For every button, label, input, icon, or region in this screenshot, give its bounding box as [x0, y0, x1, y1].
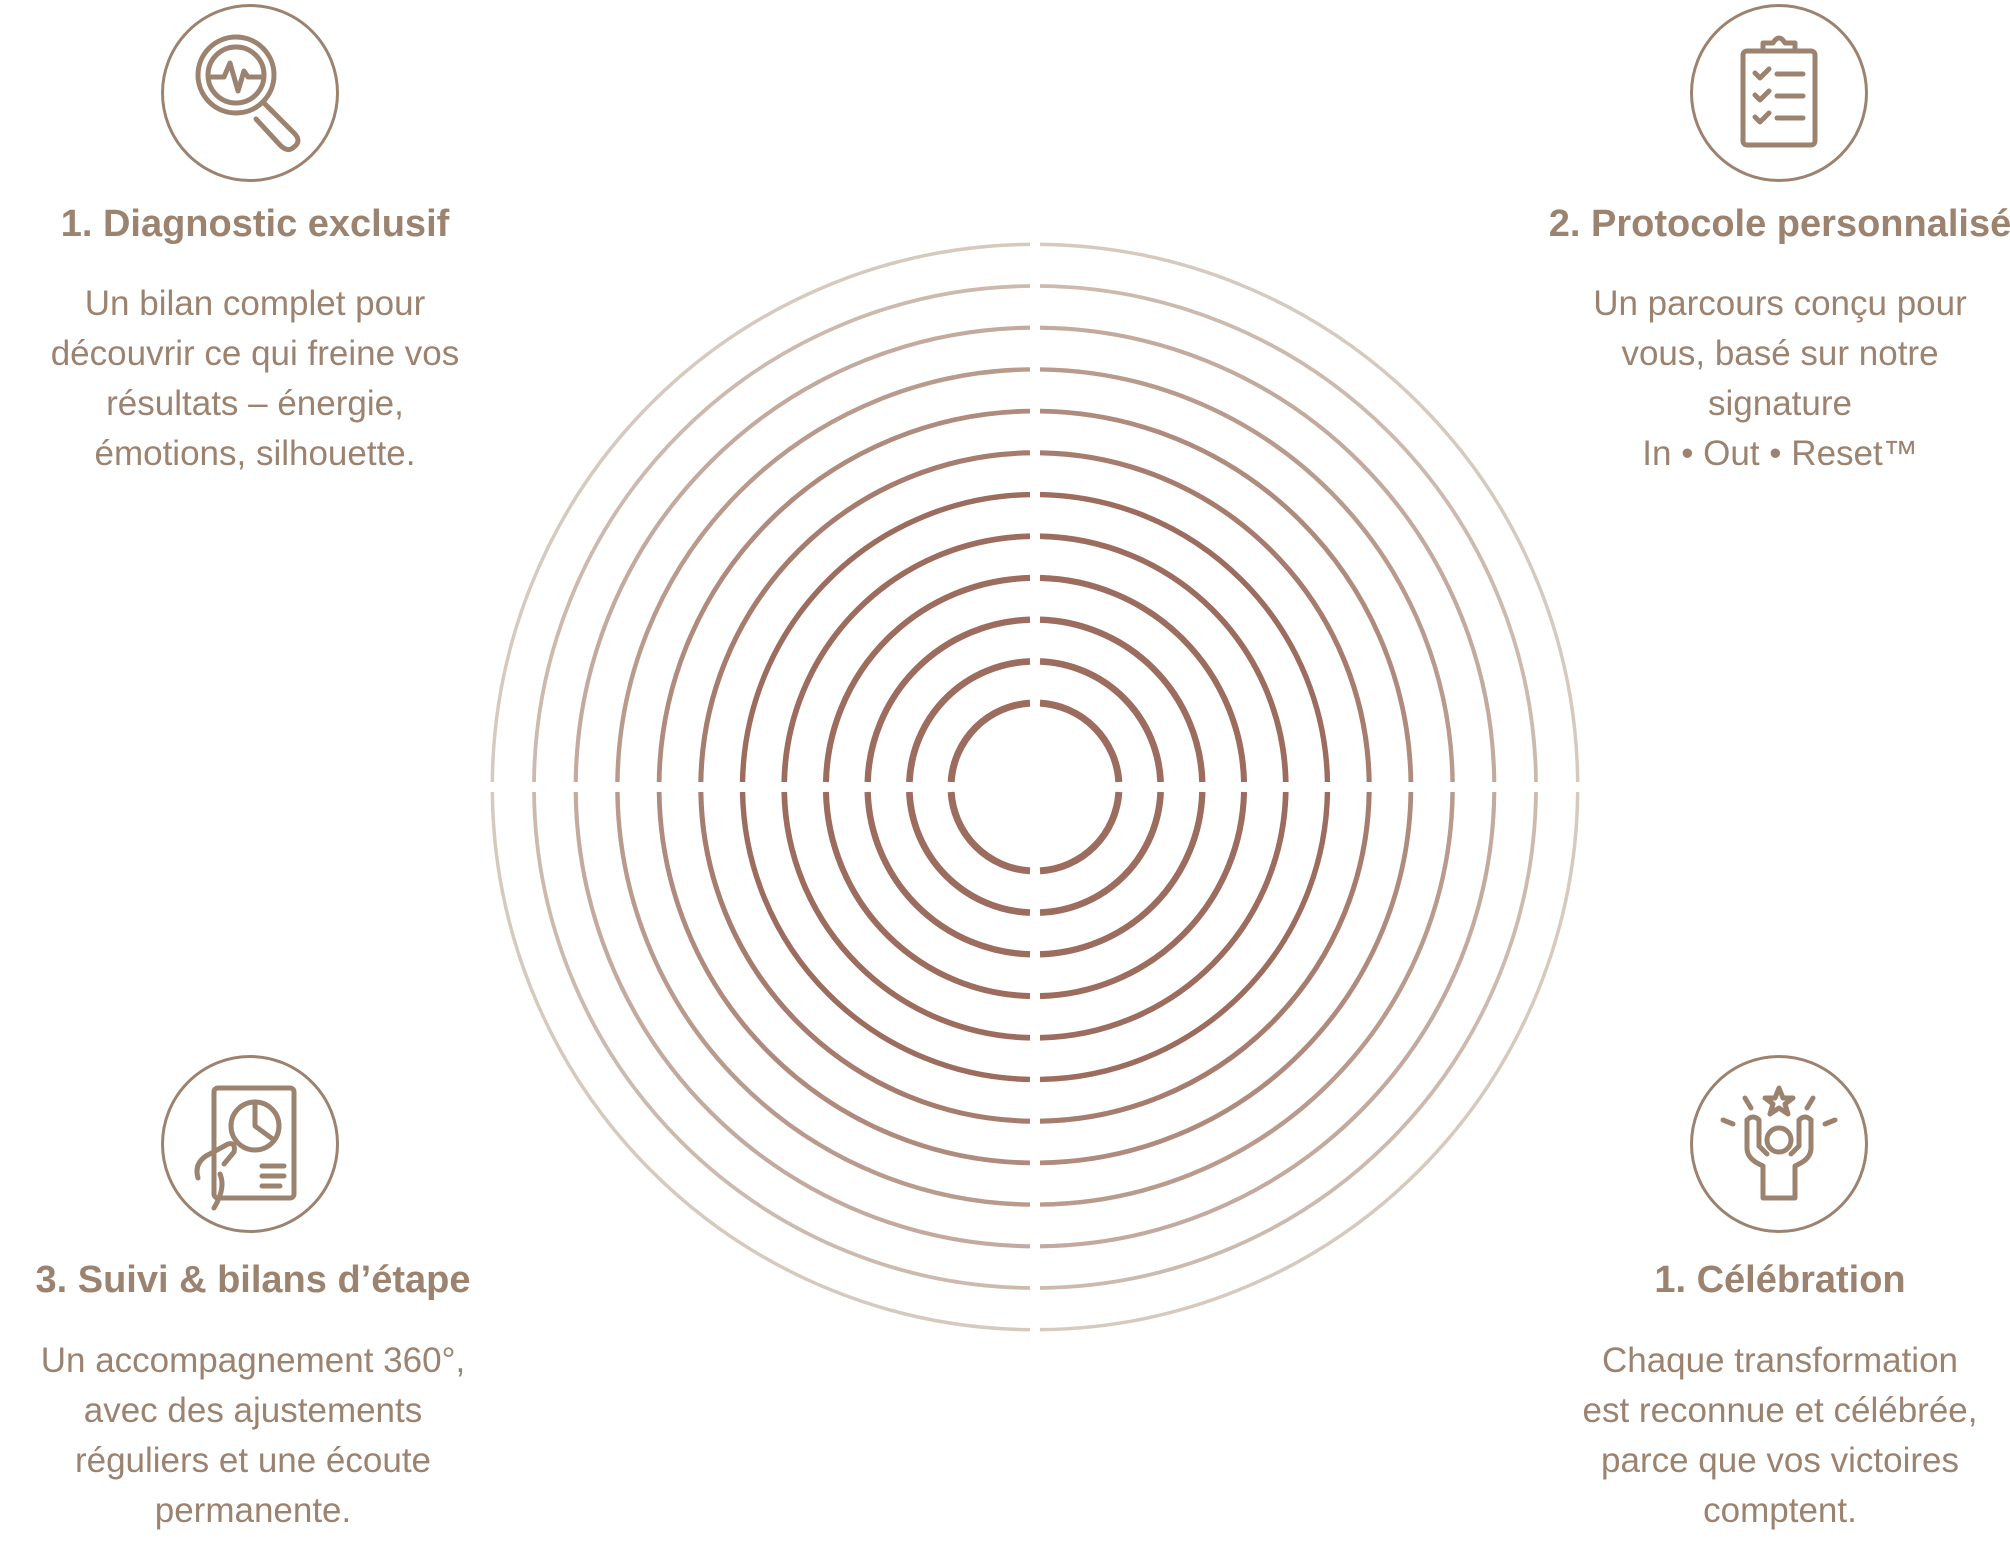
step-3-description: Un accompagnement 360°, avec des ajustem…	[3, 1336, 503, 1536]
step-2-line-3: signature	[1708, 384, 1852, 423]
step-3-line-2: avec des ajustements	[83, 1391, 423, 1430]
ring-10-arc-3	[573, 791, 1031, 1249]
ring-1-arc-2	[1039, 791, 1123, 875]
ring-9-arc-3	[615, 791, 1031, 1207]
ring-4-arc-2	[1039, 791, 1248, 1000]
ring-11-arc-4	[532, 284, 1031, 783]
step-3-line-1: Un accompagnement 360°,	[40, 1341, 466, 1380]
ring-8-arc-3	[656, 791, 1031, 1166]
ring-2-arc-3	[906, 791, 1031, 916]
ring-8-arc-2	[1039, 791, 1414, 1166]
ring-10-arc-2	[1039, 791, 1497, 1249]
ring-12-arc-3	[490, 791, 1031, 1332]
ring-9-arc-2	[1039, 791, 1455, 1207]
step-2-line-2: vous, basé sur notre	[1621, 334, 1939, 373]
ring-7-arc-3	[698, 791, 1031, 1124]
protocol-icon-circle	[1690, 4, 1868, 182]
step-4-line-2: est reconnue et célébrée,	[1582, 1391, 1978, 1430]
ring-8-arc-1	[1039, 408, 1414, 783]
ring-1-arc-4	[947, 699, 1031, 783]
magnifier-heartbeat-icon	[195, 34, 301, 153]
step-3-line-3: réguliers et une écoute	[74, 1441, 432, 1480]
ring-4-arc-3	[822, 791, 1031, 1000]
ring-5-arc-3	[781, 791, 1031, 1041]
step-4-title: 1. Célébration	[1654, 1259, 1906, 1301]
ring-12-arc-4	[490, 242, 1031, 783]
step-4-line-4: comptent.	[1703, 1491, 1857, 1530]
ring-7-arc-4	[698, 450, 1031, 783]
ring-11-arc-1	[1039, 284, 1538, 783]
step-1-title: 1. Diagnostic exclusif	[60, 203, 450, 245]
step-4-line-3: parce que vos victoires	[1601, 1441, 1959, 1480]
ring-1-arc-1	[1039, 699, 1123, 783]
ring-10-arc-1	[1039, 325, 1497, 783]
step-2-title: 2. Protocole personnalisé	[1548, 203, 2010, 245]
step-2-line-1: Un parcours conçu pour	[1593, 284, 1967, 323]
step-1-line-3: résultats – énergie,	[106, 384, 404, 423]
ring-5-arc-4	[781, 533, 1031, 783]
follow-up-icon-circle	[161, 1055, 339, 1233]
ring-7-arc-1	[1039, 450, 1372, 783]
step-1-line-4: émotions, silhouette.	[94, 434, 416, 473]
step-1-description: Un bilan complet pour découvrir ce qui f…	[5, 279, 505, 479]
step-3-line-4: permanente.	[154, 1491, 352, 1530]
ring-2-arc-2	[1039, 791, 1164, 916]
celebration-icon-circle	[1690, 1055, 1868, 1233]
ring-11-arc-3	[532, 791, 1031, 1290]
hand-report-chart-icon	[194, 1085, 297, 1211]
step-1-line-1: Un bilan complet pour	[84, 284, 426, 323]
ring-3-arc-4	[864, 616, 1031, 783]
ring-7-arc-2	[1039, 791, 1372, 1124]
ring-9-arc-4	[615, 367, 1031, 783]
ring-11-arc-2	[1039, 791, 1538, 1290]
ring-4-arc-1	[1039, 574, 1248, 783]
ring-12-arc-1	[1039, 242, 1580, 783]
diagnostic-icon-circle	[161, 4, 339, 182]
ring-3-arc-3	[864, 791, 1031, 958]
ring-6-arc-1	[1039, 491, 1331, 783]
ring-6-arc-4	[739, 491, 1031, 783]
ring-10-arc-4	[573, 325, 1031, 783]
ring-8-arc-4	[656, 408, 1031, 783]
step-4-description: Chaque transformation est reconnue et cé…	[1530, 1336, 2010, 1536]
step-3-title: 3. Suivi & bilans d’étape	[35, 1259, 471, 1301]
step-1-line-2: découvrir ce qui freine vos	[50, 334, 460, 373]
ring-4-arc-4	[822, 574, 1031, 783]
ring-6-arc-3	[739, 791, 1031, 1083]
celebrating-person-star-icon	[1720, 1085, 1838, 1201]
ring-12-arc-2	[1039, 791, 1580, 1332]
ring-3-arc-1	[1039, 616, 1206, 783]
clipboard-checklist-icon	[1740, 35, 1818, 148]
ring-2-arc-4	[906, 658, 1031, 783]
step-2-description: Un parcours conçu pour vous, basé sur no…	[1530, 279, 2010, 479]
step-2-line-4: In • Out • Reset™	[1642, 434, 1918, 473]
ring-2-arc-1	[1039, 658, 1164, 783]
ring-6-arc-2	[1039, 791, 1331, 1083]
step-4-line-1: Chaque transformation	[1601, 1341, 1959, 1380]
ring-3-arc-2	[1039, 791, 1206, 958]
ring-9-arc-1	[1039, 367, 1455, 783]
ring-5-arc-1	[1039, 533, 1289, 783]
ring-5-arc-2	[1039, 791, 1289, 1041]
ring-1-arc-3	[947, 791, 1031, 875]
